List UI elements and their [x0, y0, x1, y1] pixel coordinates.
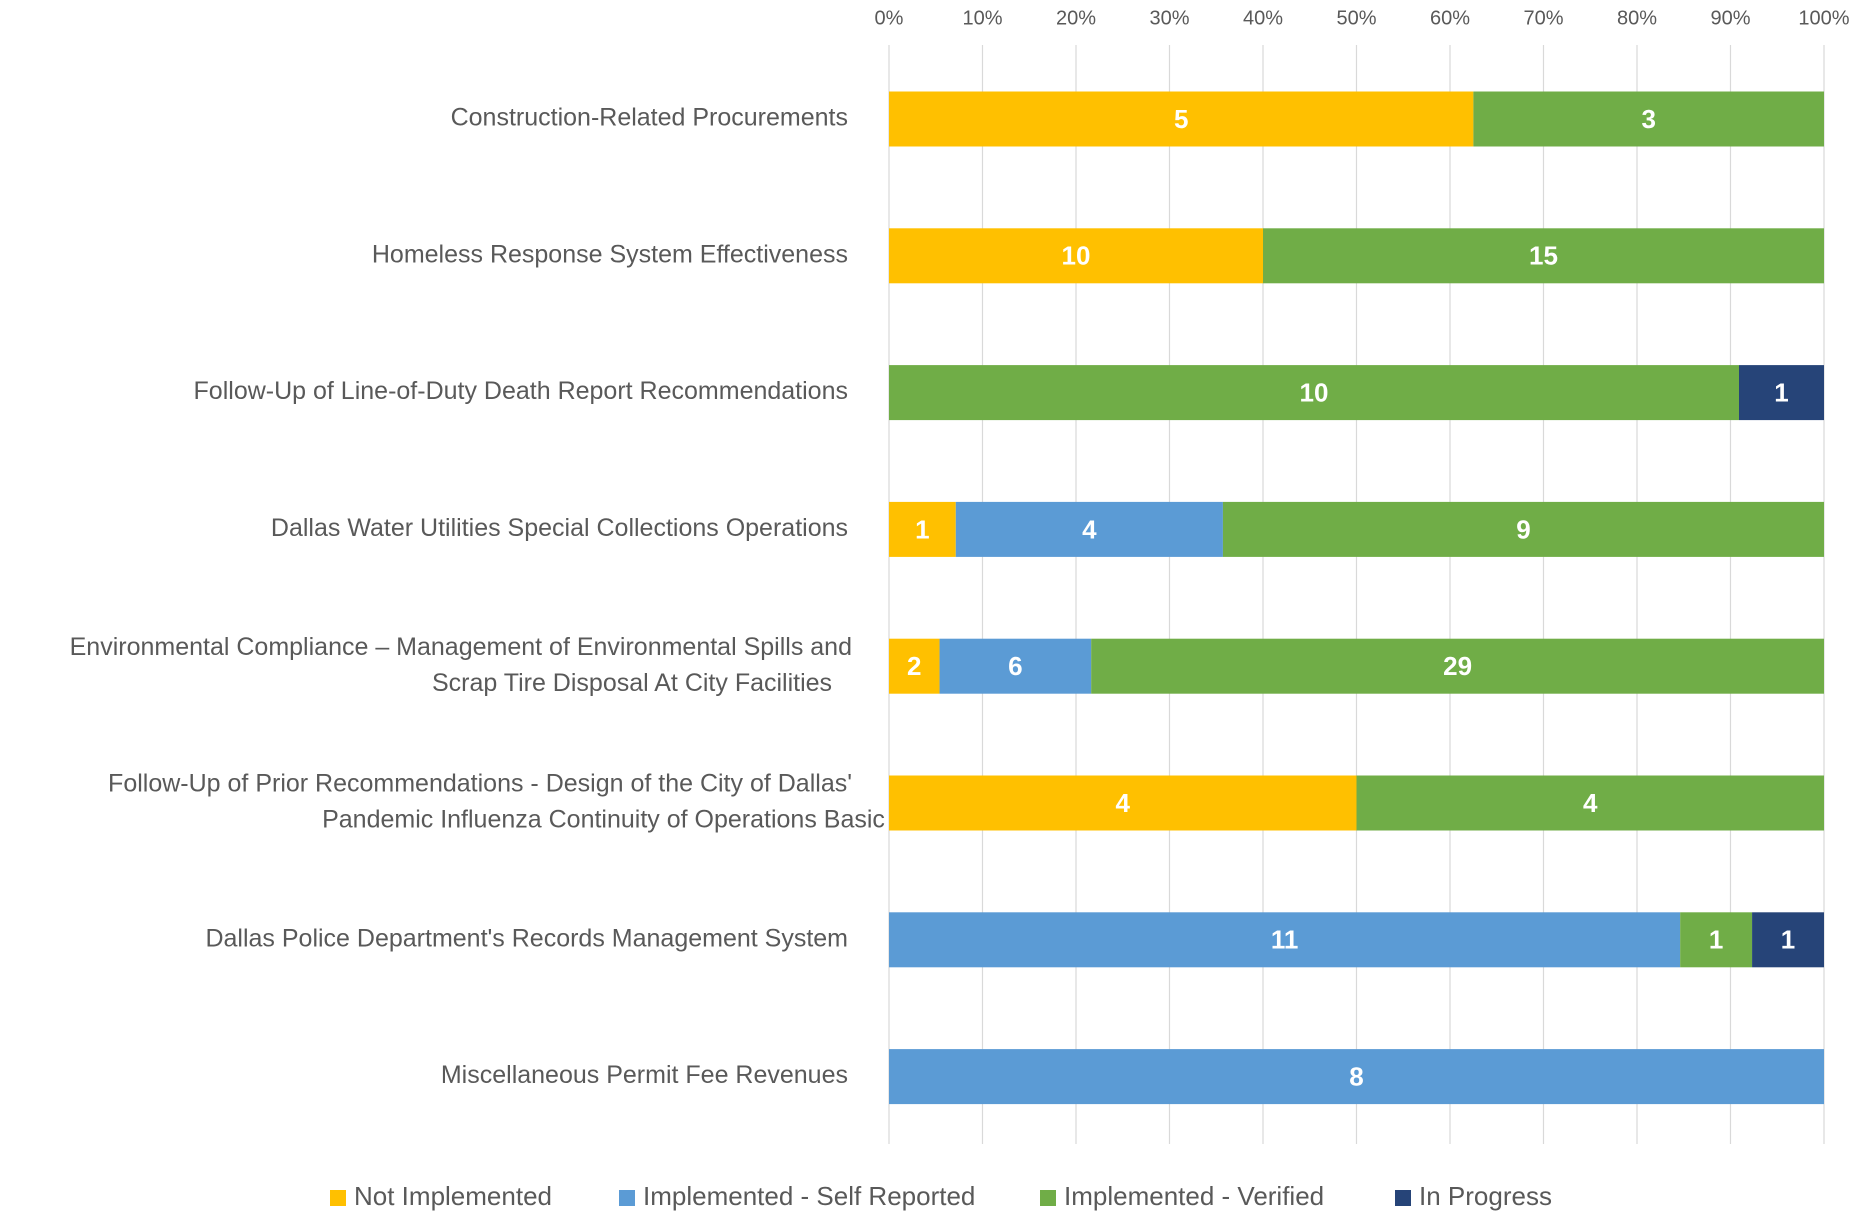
data-label: 1	[1709, 925, 1723, 955]
category-label: Homeless Response System Effectiveness	[372, 240, 848, 268]
category-label: Follow-Up of Line-of-Duty Death Report R…	[194, 377, 848, 405]
data-label: 6	[1008, 651, 1022, 681]
bar-segment	[889, 365, 1739, 421]
legend-swatch	[1395, 1190, 1411, 1206]
category-label: Dallas Police Department's Records Manag…	[205, 924, 848, 952]
category-label: Dallas Water Utilities Special Collectio…	[271, 514, 848, 542]
x-tick-label: 0%	[875, 7, 904, 29]
x-tick-label: 10%	[962, 7, 1002, 29]
bar-segment	[889, 91, 1474, 147]
data-label: 10	[1300, 377, 1329, 407]
legend-swatch	[619, 1190, 635, 1206]
x-tick-label: 20%	[1056, 7, 1096, 29]
data-label: 4	[1116, 788, 1131, 818]
category-label: Scrap Tire Disposal At City Facilities	[432, 669, 832, 697]
bar-segment	[939, 638, 1092, 694]
legend-swatch	[330, 1190, 346, 1206]
data-label: 2	[907, 651, 921, 681]
data-label: 4	[1082, 514, 1097, 544]
x-tick-label: 40%	[1243, 7, 1283, 29]
x-tick-label: 30%	[1149, 7, 1189, 29]
legend-label: Not Implemented	[354, 1181, 552, 1211]
legend-label: In Progress	[1419, 1181, 1552, 1211]
bar-segment	[1263, 228, 1824, 284]
bar-segment	[1680, 912, 1753, 968]
legend-label: Implemented - Verified	[1064, 1181, 1324, 1211]
data-label: 11	[1271, 925, 1299, 955]
bar-segment	[955, 501, 1223, 557]
data-label: 8	[1349, 1061, 1363, 1091]
category-label: Pandemic Influenza Continuity of Operati…	[322, 806, 942, 834]
category-label: Miscellaneous Permit Fee Revenues	[441, 1061, 848, 1089]
x-tick-label: 60%	[1430, 7, 1470, 29]
bar-segment	[889, 1049, 1824, 1105]
legend-swatch	[1040, 1190, 1056, 1206]
category-label: Follow-Up of Prior Recommendations - Des…	[108, 770, 852, 798]
bar-segment	[1473, 91, 1824, 147]
x-tick-label: 70%	[1523, 7, 1563, 29]
bar-segment	[1222, 501, 1824, 557]
data-label: 1	[1781, 925, 1795, 955]
data-label: 5	[1174, 104, 1188, 134]
bar-segment	[1356, 775, 1824, 831]
legend-label: Implemented - Self Reported	[643, 1181, 975, 1211]
data-label: 10	[1062, 241, 1091, 271]
data-label: 3	[1641, 104, 1655, 134]
bar-segment	[1752, 912, 1824, 968]
x-tick-label: 50%	[1336, 7, 1376, 29]
x-tick-label: 80%	[1617, 7, 1657, 29]
bar-segment	[1739, 365, 1824, 421]
data-label: 9	[1516, 514, 1530, 544]
data-label: 29	[1443, 651, 1472, 681]
category-label: Construction-Related Procurements	[451, 104, 848, 132]
data-label: 1	[915, 514, 929, 544]
category-label: Environmental Compliance – Management of…	[70, 633, 852, 661]
bar-segment	[1091, 638, 1824, 694]
x-tick-label: 100%	[1798, 7, 1849, 29]
bar-segment	[889, 638, 940, 694]
bar-segment	[889, 775, 1357, 831]
bar-segment	[889, 228, 1263, 284]
x-tick-label: 90%	[1710, 7, 1750, 29]
bar-segment	[889, 912, 1681, 968]
bar-segment	[889, 501, 956, 557]
data-label: 1	[1774, 377, 1788, 407]
data-label: 15	[1529, 241, 1558, 271]
data-label: 4	[1583, 788, 1598, 818]
